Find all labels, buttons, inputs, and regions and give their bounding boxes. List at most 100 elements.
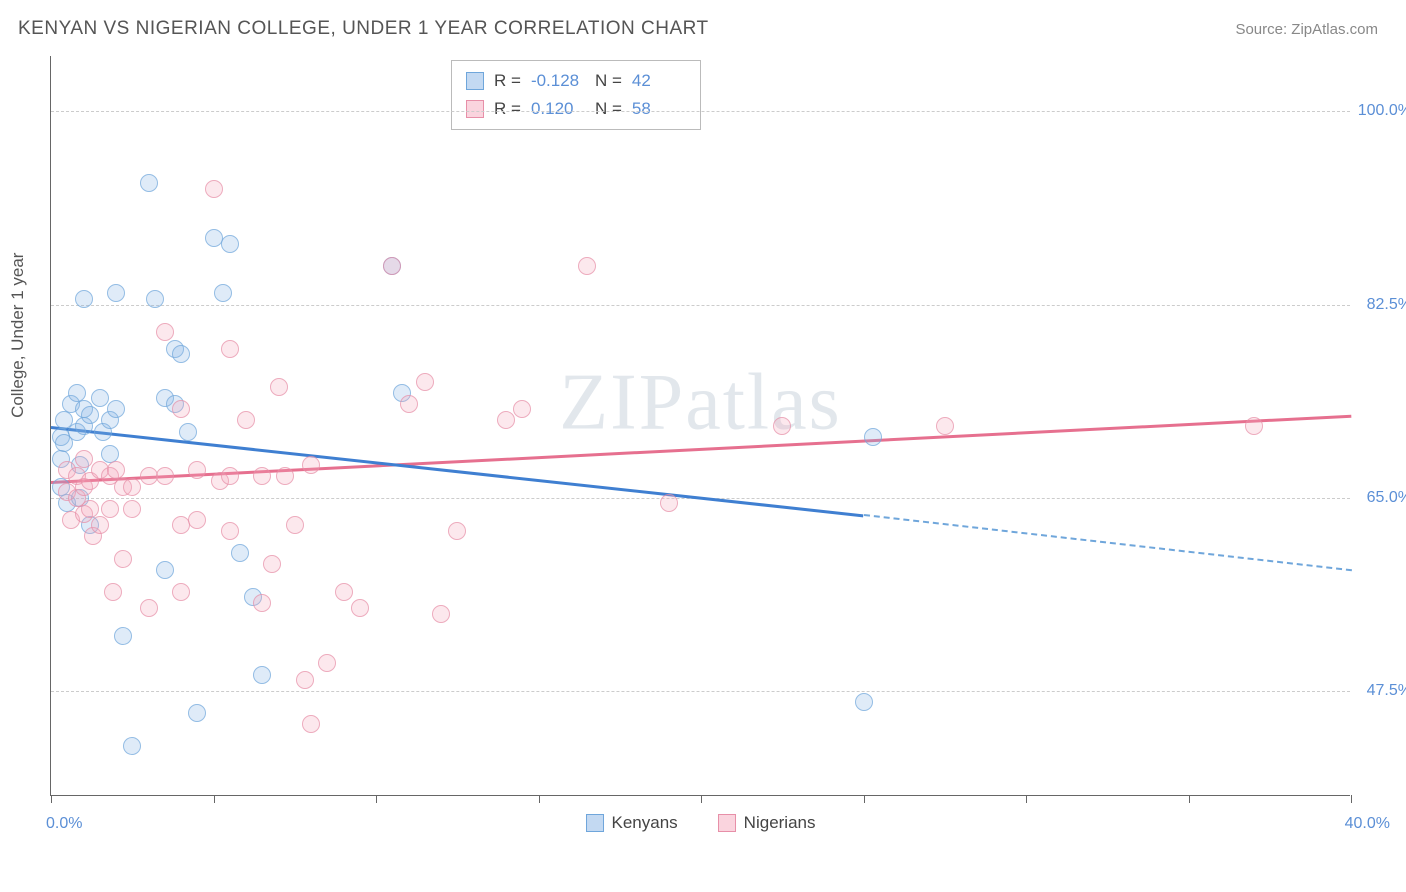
data-point <box>448 522 466 540</box>
x-tick <box>51 795 52 803</box>
data-point <box>578 257 596 275</box>
x-tick <box>701 795 702 803</box>
swatch-blue <box>586 814 604 832</box>
chart-container: College, Under 1 year ZIPatlas R = -0.12… <box>50 56 1390 826</box>
x-tick <box>376 795 377 803</box>
data-point <box>104 583 122 601</box>
x-tick <box>1351 795 1352 803</box>
data-point <box>263 555 281 573</box>
r-label: R = <box>494 99 521 119</box>
trend-line <box>863 514 1351 571</box>
data-point <box>91 389 109 407</box>
legend-item-kenyans: Kenyans <box>586 813 678 833</box>
data-point <box>123 737 141 755</box>
data-point <box>91 516 109 534</box>
data-point <box>253 467 271 485</box>
data-point <box>75 290 93 308</box>
data-point <box>221 235 239 253</box>
x-tick <box>864 795 865 803</box>
data-point <box>172 400 190 418</box>
data-point <box>351 599 369 617</box>
data-point <box>400 395 418 413</box>
x-tick <box>1189 795 1190 803</box>
data-point <box>81 500 99 518</box>
swatch-blue <box>466 72 484 90</box>
data-point <box>253 594 271 612</box>
data-point <box>214 284 232 302</box>
gridline <box>51 111 1350 112</box>
x-axis-max-label: 40.0% <box>1345 815 1390 833</box>
data-point <box>302 715 320 733</box>
data-point <box>114 627 132 645</box>
data-point <box>270 378 288 396</box>
data-point <box>318 654 336 672</box>
n-value-nigerians: 58 <box>632 99 686 119</box>
swatch-pink <box>466 100 484 118</box>
data-point <box>107 461 125 479</box>
n-label: N = <box>595 99 622 119</box>
data-point <box>205 180 223 198</box>
data-point <box>123 500 141 518</box>
gridline <box>51 691 1350 692</box>
data-point <box>114 550 132 568</box>
data-point <box>497 411 515 429</box>
data-point <box>302 456 320 474</box>
data-point <box>75 450 93 468</box>
data-point <box>172 583 190 601</box>
stats-row-nigerians: R = 0.120 N = 58 <box>466 95 686 123</box>
data-point <box>221 467 239 485</box>
data-point <box>140 599 158 617</box>
data-point <box>237 411 255 429</box>
n-label: N = <box>595 71 622 91</box>
data-point <box>296 671 314 689</box>
data-point <box>416 373 434 391</box>
data-point <box>773 417 791 435</box>
data-point <box>188 704 206 722</box>
data-point <box>68 384 86 402</box>
data-point <box>221 340 239 358</box>
data-point <box>81 406 99 424</box>
data-point <box>156 561 174 579</box>
source-label: Source: ZipAtlas.com <box>1235 21 1378 38</box>
data-point <box>101 445 119 463</box>
data-point <box>146 290 164 308</box>
data-point <box>107 400 125 418</box>
data-point <box>855 693 873 711</box>
r-label: R = <box>494 71 521 91</box>
n-value-kenyans: 42 <box>632 71 686 91</box>
data-point <box>253 666 271 684</box>
data-point <box>383 257 401 275</box>
data-point <box>172 345 190 363</box>
data-point <box>123 478 141 496</box>
x-tick <box>214 795 215 803</box>
y-axis-title: College, Under 1 year <box>8 253 28 418</box>
stats-legend: R = -0.128 N = 42 R = 0.120 N = 58 <box>451 60 701 130</box>
x-axis-min-label: 0.0% <box>46 815 82 833</box>
data-point <box>513 400 531 418</box>
data-point <box>286 516 304 534</box>
stats-row-kenyans: R = -0.128 N = 42 <box>466 67 686 95</box>
data-point <box>936 417 954 435</box>
data-point <box>276 467 294 485</box>
data-point <box>221 522 239 540</box>
y-tick-label: 47.5% <box>1367 682 1406 700</box>
bottom-legend: Kenyans Nigerians <box>586 813 816 833</box>
data-point <box>156 467 174 485</box>
x-tick <box>539 795 540 803</box>
data-point <box>101 500 119 518</box>
gridline <box>51 305 1350 306</box>
data-point <box>1245 417 1263 435</box>
legend-label: Kenyans <box>612 813 678 833</box>
data-point <box>107 284 125 302</box>
data-point <box>156 323 174 341</box>
data-point <box>231 544 249 562</box>
data-point <box>660 494 678 512</box>
data-point <box>432 605 450 623</box>
watermark: ZIPatlas <box>559 358 842 449</box>
data-point <box>864 428 882 446</box>
data-point <box>188 511 206 529</box>
y-tick-label: 100.0% <box>1358 102 1406 120</box>
legend-label: Nigerians <box>744 813 816 833</box>
y-tick-label: 82.5% <box>1367 296 1406 314</box>
r-value-kenyans: -0.128 <box>531 71 585 91</box>
